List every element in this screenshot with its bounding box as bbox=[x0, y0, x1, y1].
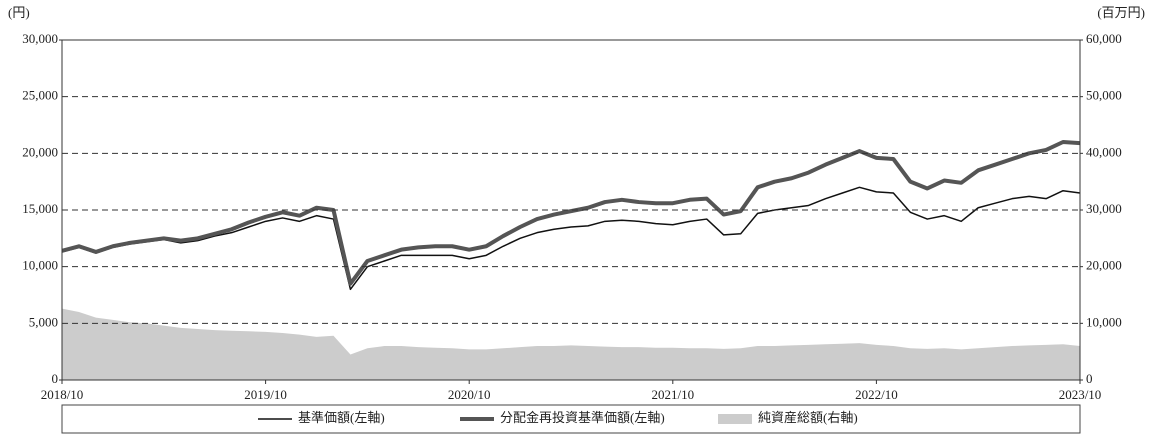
x-tick-label: 2018/10 bbox=[41, 387, 84, 402]
y-tick-label: 25,000 bbox=[22, 88, 58, 103]
line bbox=[61, 186, 1081, 291]
y2-tick-label: 60,000 bbox=[1086, 31, 1122, 46]
x-tick-label: 2022/10 bbox=[855, 387, 898, 402]
y2-tick-label: 10,000 bbox=[1086, 314, 1122, 329]
x-tick-label: 2023/10 bbox=[1059, 387, 1102, 402]
y2-tick-label: 30,000 bbox=[1086, 201, 1122, 216]
y-tick-label: 10,000 bbox=[22, 258, 58, 273]
legend-label: 純資産総額(右軸) bbox=[758, 410, 858, 425]
y-tick-label: 0 bbox=[52, 371, 59, 386]
y2-tick-label: 20,000 bbox=[1086, 258, 1122, 273]
legend-box bbox=[61, 404, 1081, 434]
legend-label: 分配金再投資基準価額(左軸) bbox=[500, 410, 665, 425]
area bbox=[62, 308, 1080, 380]
y-tick-label: 30,000 bbox=[22, 31, 58, 46]
x-tick-label: 2021/10 bbox=[651, 387, 694, 402]
x-tick-label: 2019/10 bbox=[244, 387, 287, 402]
y-tick-label: 20,000 bbox=[22, 144, 58, 159]
x-tick-label: 2020/10 bbox=[448, 387, 491, 402]
legend-swatch bbox=[718, 414, 752, 424]
y-tick-label: 15,000 bbox=[22, 201, 58, 216]
plot-frame bbox=[61, 39, 1081, 381]
y-unit: (円) bbox=[8, 5, 30, 20]
legend-label: 基準価額(左軸) bbox=[298, 410, 385, 425]
line bbox=[61, 140, 1081, 286]
y2-tick-label: 0 bbox=[1086, 371, 1093, 386]
y2-tick-label: 40,000 bbox=[1086, 144, 1122, 159]
y2-tick-label: 50,000 bbox=[1086, 88, 1122, 103]
y2-unit: (百万円) bbox=[1097, 5, 1145, 20]
y-tick-label: 5,000 bbox=[29, 314, 58, 329]
